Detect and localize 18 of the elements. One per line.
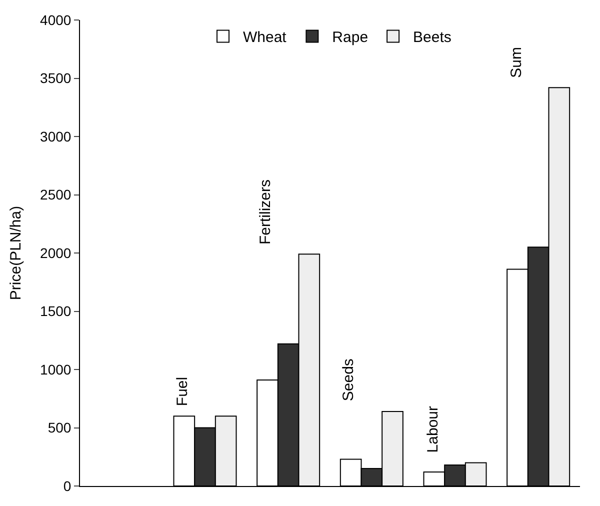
x-tick-label: Labour [424, 406, 442, 453]
y-tick-label: 1500 [40, 303, 72, 320]
y-tick-label: 2500 [40, 186, 72, 203]
y-tick-label: 0 [63, 478, 72, 494]
x-tick-label: Seeds [340, 358, 358, 402]
y-tick-label: 1000 [40, 361, 72, 378]
legend-label: Beets [413, 29, 452, 46]
x-tick-label: Fuel [174, 376, 191, 406]
x-tick-label: Fertilizers [257, 179, 274, 244]
y-tick-label: 3000 [40, 128, 72, 144]
y-axis-title: Price(PLN/ha) [7, 206, 24, 300]
y-tick-label: 4000 [40, 12, 72, 28]
y-tick-label: 2000 [40, 244, 72, 261]
y-tick-label: 500 [48, 420, 72, 436]
legend-label: Rape [332, 29, 368, 46]
y-tick-label: 3500 [40, 70, 72, 86]
legend-label: Wheat [243, 29, 288, 46]
x-tick-label: Sum [508, 47, 525, 78]
